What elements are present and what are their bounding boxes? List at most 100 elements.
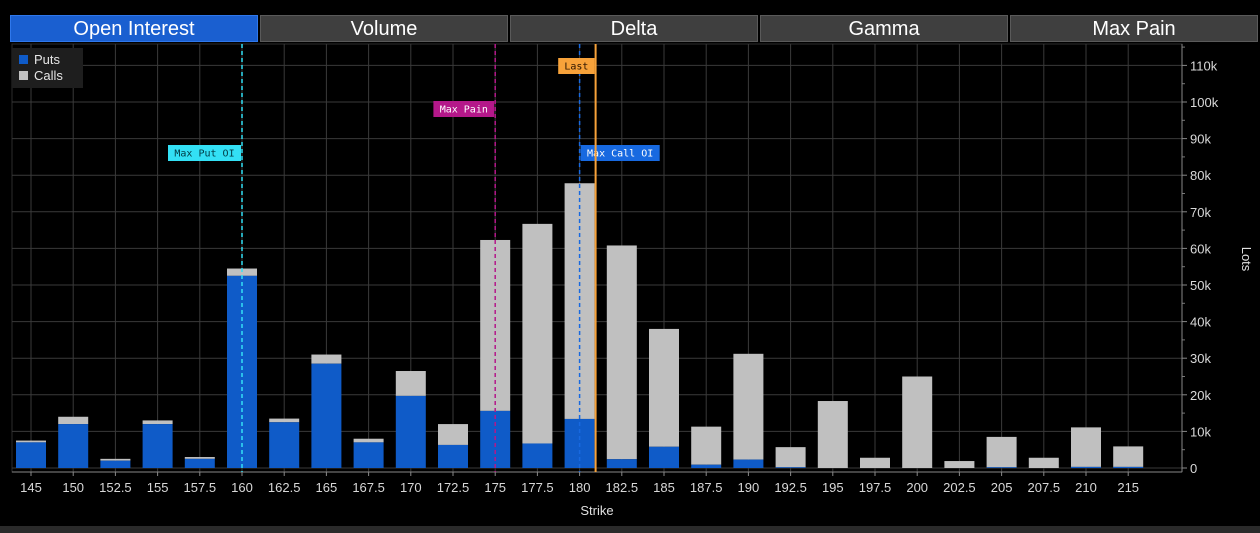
bar-calls-190 — [733, 353, 764, 460]
y-tick-label-90000: 90k — [1190, 132, 1211, 147]
tab-bar: Open Interest Volume Delta Gamma Max Pai… — [10, 15, 1258, 43]
bar-puts-172-5 — [438, 444, 468, 468]
y-tick-label-30000: 30k — [1190, 351, 1211, 366]
y-tick-label-0: 0 — [1190, 461, 1197, 476]
bar-calls-195 — [817, 401, 848, 468]
x-tick-label-175: 175 — [484, 480, 506, 495]
bar-puts-205 — [986, 467, 1017, 468]
bar-calls-192-5 — [775, 447, 806, 468]
marker-box-max-put-oi — [168, 145, 241, 161]
bar-puts-160 — [227, 275, 257, 468]
bar-calls-157-5 — [184, 457, 215, 459]
x-tick-label-170: 170 — [400, 480, 422, 495]
y-tick-label-50000: 50k — [1190, 278, 1211, 293]
tab-delta[interactable]: Delta — [510, 15, 758, 42]
bottom-strip — [0, 526, 1260, 533]
bar-puts-145 — [16, 442, 46, 468]
tab-volume[interactable]: Volume — [260, 15, 508, 42]
bars — [16, 183, 1144, 468]
legend-swatch-puts — [19, 55, 28, 64]
x-tick-label-192-5: 192.5 — [774, 480, 807, 495]
x-tick-label-197-5: 197.5 — [859, 480, 892, 495]
bar-calls-167-5 — [353, 438, 384, 443]
bar-puts-215 — [1113, 466, 1144, 468]
bar-puts-155 — [142, 424, 173, 468]
bar-calls-172-5 — [438, 424, 468, 445]
x-tick-label-145: 145 — [20, 480, 42, 495]
bar-puts-192-5 — [775, 467, 806, 468]
bar-calls-160 — [227, 268, 257, 276]
bar-calls-200 — [902, 376, 933, 468]
x-tick-label-167-5: 167.5 — [352, 480, 385, 495]
marker-label-max-pain: Max Pain — [440, 105, 488, 116]
legend-label-calls: Calls — [34, 68, 63, 83]
bar-puts-150 — [58, 424, 89, 468]
x-tick-label-200: 200 — [906, 480, 928, 495]
legend-label-puts: Puts — [34, 52, 61, 67]
bar-calls-215 — [1113, 446, 1144, 467]
bar-calls-207-5 — [1028, 457, 1059, 468]
bar-puts-165 — [311, 363, 342, 468]
x-tick-label-155: 155 — [147, 480, 169, 495]
bar-calls-150 — [58, 416, 89, 425]
bar-puts-157-5 — [184, 458, 215, 468]
x-tick-label-152-5: 152.5 — [99, 480, 132, 495]
bar-puts-190 — [733, 459, 764, 468]
marker-box-max-pain — [433, 101, 495, 117]
bar-puts-167-5 — [353, 442, 384, 468]
x-tick-label-202-5: 202.5 — [943, 480, 976, 495]
x-tick-label-165: 165 — [316, 480, 338, 495]
x-tick-label-182-5: 182.5 — [606, 480, 639, 495]
x-tick-label-207-5: 207.5 — [1028, 480, 1061, 495]
plot-area — [11, 43, 1183, 473]
bar-calls-210 — [1071, 427, 1101, 467]
tab-open-interest[interactable]: Open Interest — [10, 15, 258, 42]
x-tick-label-172-5: 172.5 — [437, 480, 470, 495]
x-tick-label-185: 185 — [653, 480, 675, 495]
bar-calls-145 — [16, 440, 46, 443]
bar-calls-182-5 — [606, 245, 637, 460]
marker-label-max-call-oi: Max Call OI — [587, 149, 653, 160]
y-tick-label-60000: 60k — [1190, 241, 1211, 256]
x-tick-label-187-5: 187.5 — [690, 480, 723, 495]
bar-puts-182-5 — [606, 459, 637, 468]
bar-calls-202-5 — [944, 461, 975, 468]
marker-label-max-put-oi: Max Put OI — [174, 149, 234, 160]
legend-swatch-calls — [19, 71, 28, 80]
bar-calls-185 — [649, 328, 679, 447]
marker-label-last: Last — [564, 62, 588, 73]
x-tick-label-160: 160 — [231, 480, 253, 495]
y-tick-label-100000: 100k — [1190, 95, 1219, 110]
legend-box — [12, 48, 83, 88]
x-tick-label-177-5: 177.5 — [521, 480, 554, 495]
y-tick-label-20000: 20k — [1190, 388, 1211, 403]
x-axis-title: Strike — [580, 503, 613, 518]
x-tick-label-210: 210 — [1075, 480, 1097, 495]
bar-puts-210 — [1071, 466, 1101, 468]
x-tick-label-195: 195 — [822, 480, 844, 495]
y-tick-label-10000: 10k — [1190, 424, 1211, 439]
bar-puts-185 — [649, 446, 679, 468]
bar-puts-162-5 — [269, 422, 300, 468]
bar-calls-187-5 — [691, 426, 722, 465]
x-tick-label-157-5: 157.5 — [184, 480, 217, 495]
bar-puts-170 — [395, 395, 426, 468]
y-tick-label-110000: 110k — [1190, 58, 1218, 73]
bar-calls-152-5 — [100, 458, 131, 461]
x-tick-label-205: 205 — [991, 480, 1013, 495]
marker-box-max-call-oi — [580, 145, 660, 161]
y-tick-label-80000: 80k — [1190, 168, 1211, 183]
tab-gamma[interactable]: Gamma — [760, 15, 1008, 42]
bar-calls-205 — [986, 436, 1017, 468]
y-tick-label-40000: 40k — [1190, 315, 1211, 330]
bar-calls-197-5 — [860, 457, 890, 468]
tab-max-pain[interactable]: Max Pain — [1010, 15, 1258, 42]
x-tick-label-190: 190 — [738, 480, 760, 495]
bar-puts-152-5 — [100, 460, 131, 468]
bar-calls-155 — [142, 420, 173, 425]
bar-calls-162-5 — [269, 418, 300, 423]
x-tick-label-180: 180 — [569, 480, 591, 495]
y-axis-title: Lots — [1239, 247, 1254, 272]
marker-box-last — [558, 58, 595, 74]
